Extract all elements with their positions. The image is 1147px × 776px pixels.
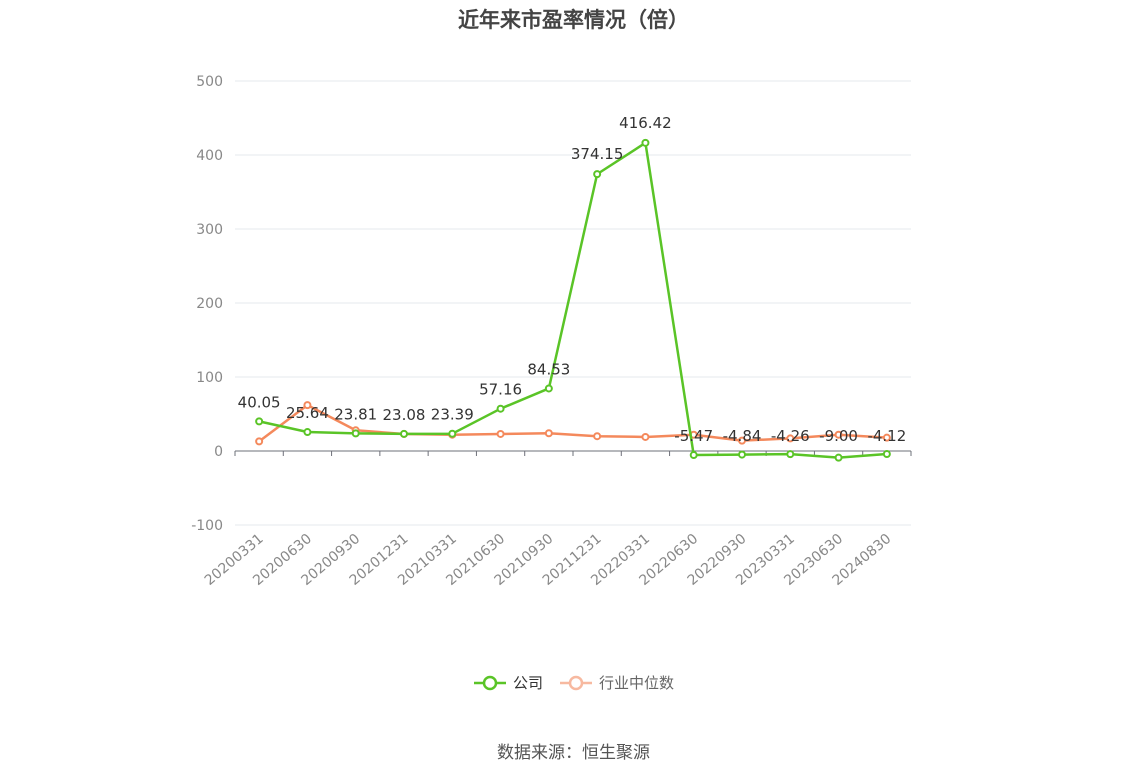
- legend-item-company[interactable]: 公司: [473, 672, 543, 693]
- legend-label-industry: 行业中位数: [599, 674, 675, 692]
- company-data-point: [641, 138, 650, 147]
- data-label: 25.64: [286, 404, 329, 422]
- data-labels: 40.05 25.64 23.81 23.08 23.39 57.16 84.53 374.1…: [238, 114, 907, 445]
- industry-data-point: [834, 430, 843, 439]
- data-label: 416.42: [619, 114, 672, 132]
- data-label: -4.84: [723, 427, 762, 445]
- company-data-point: [738, 450, 746, 459]
- company-data-point: [351, 429, 360, 438]
- company-data-point: [496, 404, 505, 413]
- source-note: 数据来源：恒生聚源: [497, 743, 650, 763]
- industry-data-point: [738, 436, 746, 445]
- y-tick-label: 400: [196, 148, 223, 164]
- company-data-point: [303, 428, 312, 437]
- industry-data-point: [593, 432, 602, 441]
- y-tick-label: -100: [191, 518, 223, 534]
- y-tick-label: 300: [196, 222, 223, 238]
- legend-line-icon: [473, 675, 506, 690]
- company-data-point: [834, 453, 843, 462]
- industry-data-point: [496, 429, 505, 438]
- x-axis: 2020033120200630202009302020123120210331…: [202, 450, 912, 589]
- y-tick-label: 200: [196, 296, 223, 312]
- legend-label-company: 公司: [512, 674, 543, 692]
- industry-data-point: [255, 437, 264, 446]
- industry-data-point: [544, 429, 553, 438]
- series: [255, 138, 891, 462]
- data-label: 84.53: [527, 360, 570, 378]
- y-axis: 500 400 300 200 100 0 -100: [191, 74, 223, 534]
- legend-item-industry[interactable]: 行业中位数: [559, 672, 674, 693]
- legend: 公司 行业中位数: [0, 672, 1147, 693]
- y-tick-label: 0: [214, 444, 223, 460]
- company-data-point: [882, 450, 891, 459]
- industry-data-point: [786, 434, 795, 443]
- industry-data-point: [882, 433, 891, 442]
- y-tick-label: 100: [196, 370, 223, 386]
- data-label: 23.39: [431, 406, 474, 424]
- y-tick-label: 500: [196, 74, 223, 90]
- grid-lines: [235, 80, 911, 526]
- data-label: 23.08: [383, 406, 426, 424]
- company-data-point: [448, 429, 457, 438]
- company-data-point: [544, 384, 553, 393]
- data-label: 57.16: [479, 381, 522, 399]
- company-data-point: [400, 429, 408, 438]
- data-label: 23.81: [334, 405, 377, 423]
- legend-line-icon: [560, 675, 592, 690]
- company-data-point: [255, 417, 264, 426]
- industry-data-point: [641, 432, 650, 441]
- company-data-point: [593, 170, 602, 179]
- data-label: 374.15: [571, 145, 624, 163]
- industry-series-line: [258, 403, 887, 443]
- data-label: -5.47: [674, 427, 713, 445]
- company-data-point: [689, 451, 698, 460]
- data-label: 40.05: [238, 393, 281, 411]
- data-label: -4.26: [771, 427, 810, 445]
- industry-data-point: [303, 401, 312, 410]
- line-chart: 500 400 300 200 100 0 -100 2020033120200630202…: [191, 74, 912, 589]
- company-series-line: [258, 141, 887, 459]
- chart-title: 近年来市盈率情况（倍）: [458, 8, 689, 32]
- company-data-point: [786, 450, 795, 459]
- data-label: -4.12: [867, 427, 906, 445]
- data-label: -9.00: [819, 427, 858, 445]
